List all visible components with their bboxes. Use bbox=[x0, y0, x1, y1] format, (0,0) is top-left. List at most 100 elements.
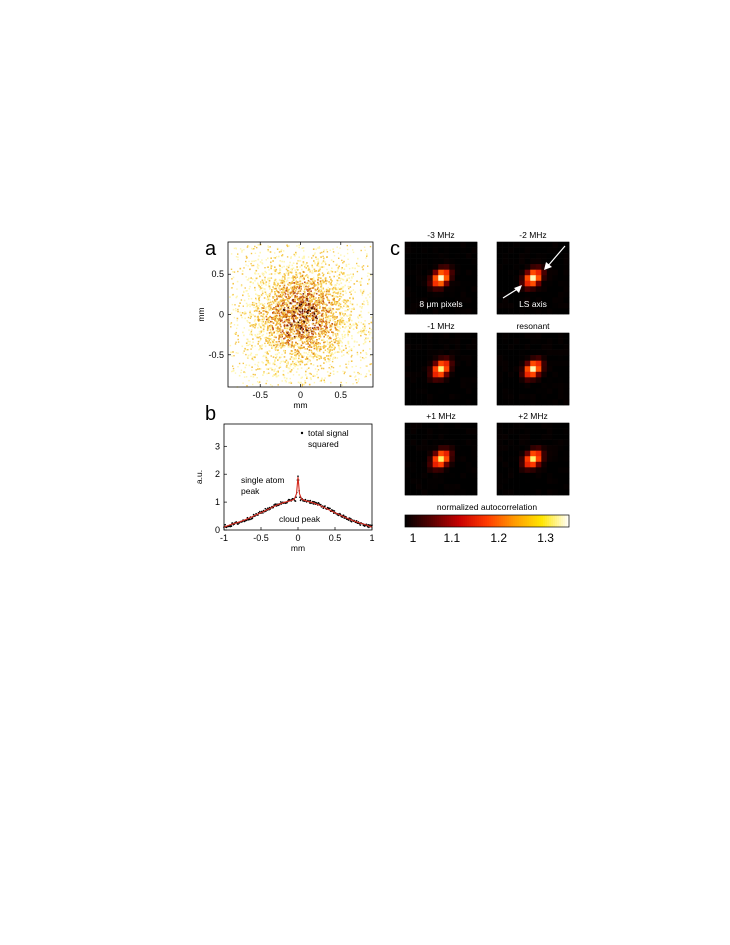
heatmap-cell bbox=[460, 382, 467, 389]
heatmap-cell bbox=[541, 344, 548, 350]
speckle-dot bbox=[312, 357, 315, 360]
heatmap-cell bbox=[513, 445, 520, 451]
heatmap-cell bbox=[405, 371, 411, 378]
heatmap-cell bbox=[552, 399, 559, 406]
colorbar-segment bbox=[411, 515, 414, 527]
heatmap-cell bbox=[552, 450, 559, 457]
speckle-dot bbox=[310, 373, 312, 375]
heatmap-cell bbox=[410, 461, 417, 468]
speckle-dot bbox=[327, 343, 329, 346]
colorbar-segment bbox=[555, 515, 558, 527]
speckle-dot bbox=[309, 282, 312, 285]
speckle-dot bbox=[286, 363, 289, 365]
speckle-dot bbox=[318, 350, 321, 352]
speckle-dot bbox=[326, 340, 328, 342]
heatmap-cell bbox=[405, 355, 411, 361]
speckle-dot bbox=[350, 356, 353, 358]
speckle-dot bbox=[297, 332, 300, 335]
heatmap-cell bbox=[513, 308, 520, 315]
speckle-dot bbox=[328, 317, 330, 320]
speckle-dot bbox=[314, 342, 317, 345]
heatmap-cell bbox=[443, 428, 450, 435]
speckle-dot bbox=[243, 376, 246, 378]
speckle-dot bbox=[297, 310, 299, 313]
heatmap-cell bbox=[465, 478, 472, 485]
speckle-dot bbox=[272, 328, 274, 330]
heatmap-cell bbox=[438, 439, 445, 446]
speckle-dot bbox=[302, 307, 305, 309]
heatmap-cell bbox=[432, 366, 439, 373]
heatmap-cell bbox=[438, 366, 445, 373]
speckle-dot bbox=[248, 379, 250, 382]
speckle-dot bbox=[245, 364, 248, 366]
speckle-dot bbox=[316, 321, 319, 324]
speckle-dot bbox=[283, 376, 286, 379]
heatmap-cell bbox=[497, 344, 503, 350]
heatmap-cell bbox=[432, 247, 439, 254]
y-tick-label: 2 bbox=[215, 469, 220, 479]
heatmap-cell bbox=[410, 349, 417, 356]
speckle-dot bbox=[297, 281, 299, 283]
speckle-dot bbox=[347, 340, 350, 343]
heatmap-cell bbox=[443, 366, 450, 373]
subplot-title: resonant bbox=[516, 321, 550, 331]
speckle-dot bbox=[273, 296, 276, 299]
speckle-dot bbox=[313, 308, 316, 310]
speckle-dot bbox=[342, 294, 344, 296]
speckle-dot bbox=[334, 324, 336, 327]
speckle-dot bbox=[246, 290, 248, 292]
speckle-dot bbox=[290, 328, 293, 331]
speckle-dot bbox=[231, 303, 234, 306]
speckle-dot bbox=[331, 301, 333, 304]
speckle-dot bbox=[362, 331, 365, 333]
speckle-dot bbox=[347, 258, 349, 260]
speckle-dot bbox=[320, 291, 322, 293]
heatmap-cell bbox=[497, 275, 503, 282]
heatmap-cell bbox=[421, 355, 428, 361]
speckle-dot bbox=[310, 278, 312, 281]
speckle-dot bbox=[300, 330, 302, 332]
speckle-dot bbox=[319, 268, 321, 270]
speckle-dot bbox=[290, 363, 292, 366]
speckle-dot bbox=[301, 310, 304, 313]
x-tick-label: -1 bbox=[220, 533, 228, 543]
speckle-dot bbox=[366, 254, 368, 257]
speckle-dot bbox=[292, 374, 295, 376]
heatmap-cell bbox=[416, 461, 422, 468]
heatmap-cell bbox=[460, 467, 467, 474]
heatmap-cell bbox=[438, 445, 445, 451]
heatmap-cell bbox=[552, 297, 559, 304]
heatmap-cell bbox=[421, 258, 428, 265]
heatmap-cell bbox=[427, 338, 433, 345]
speckle-dot bbox=[238, 374, 241, 377]
speckle-dot bbox=[260, 326, 262, 328]
speckle-dot bbox=[355, 375, 357, 377]
speckle-dot bbox=[327, 320, 330, 323]
speckle-dot bbox=[257, 263, 259, 266]
speckle-dot bbox=[311, 294, 314, 297]
speckle-dot bbox=[351, 267, 354, 269]
speckle-dot bbox=[268, 332, 271, 334]
speckle-dot bbox=[283, 332, 285, 334]
speckle-dot bbox=[242, 382, 244, 384]
heatmap-cell bbox=[557, 253, 564, 259]
speckle-dot bbox=[286, 305, 288, 307]
speckle-dot bbox=[304, 308, 307, 310]
colorbar-segment bbox=[437, 515, 440, 527]
speckle-dot bbox=[323, 257, 325, 259]
speckle-dot bbox=[235, 247, 237, 249]
speckle-dot bbox=[335, 301, 338, 304]
speckle-dot bbox=[260, 287, 262, 290]
heatmap-cell bbox=[471, 242, 478, 248]
heatmap-cell bbox=[513, 478, 520, 485]
speckle-dot bbox=[280, 279, 283, 282]
speckle-dot bbox=[343, 299, 345, 301]
heatmap-cell bbox=[465, 393, 472, 400]
heatmap-cell bbox=[405, 393, 411, 400]
speckle-dot bbox=[336, 270, 339, 272]
heatmap-cell bbox=[524, 439, 531, 446]
colorbar-segment bbox=[447, 515, 450, 527]
speckle-dot bbox=[243, 249, 245, 251]
speckle-dot bbox=[300, 285, 302, 288]
